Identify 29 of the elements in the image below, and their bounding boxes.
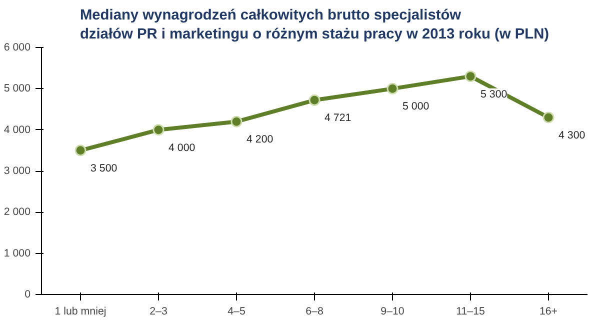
y-tick-label: 4 000: [4, 124, 31, 136]
data-label: 4 721: [324, 112, 352, 124]
y-tick-label: 0: [24, 288, 31, 300]
y-tick-label: 6 000: [4, 42, 31, 54]
point: [308, 94, 320, 106]
x-tick-label: 6–8: [306, 306, 324, 318]
data-label: 4 300: [558, 129, 586, 142]
point: [386, 82, 398, 94]
point: [542, 112, 554, 124]
point: [74, 144, 86, 156]
point: [230, 116, 242, 128]
point: [464, 70, 476, 82]
data-label: 4 000: [168, 142, 196, 154]
data-label: 3 500: [90, 162, 118, 174]
y-tick-label: 1 000: [4, 247, 31, 260]
y-tick-label: 3 000: [4, 165, 31, 177]
y-tick-label: 2 000: [4, 206, 31, 218]
x-tick-label: 1 lub mniej: [54, 306, 106, 318]
data-label: 5 300: [480, 88, 508, 100]
data-label: 5 000: [402, 100, 430, 113]
x-tick-label: 2–3: [150, 306, 168, 318]
y-tick-label: 5 000: [4, 82, 31, 95]
x-tick-label: 11–15: [456, 306, 485, 318]
data-label: 4 200: [246, 134, 274, 146]
point: [152, 124, 164, 136]
chart-title: Mediany wynagrodzeń całkowitych brutto specjalistów działów PR i marketingu o różnym stażu pracy w 2013 roku (w PLN): [80, 7, 550, 42]
x-tick-label: 9–10: [380, 306, 404, 318]
x-tick-label: 16+: [539, 306, 558, 318]
x-tick-label: 4–5: [228, 306, 246, 318]
